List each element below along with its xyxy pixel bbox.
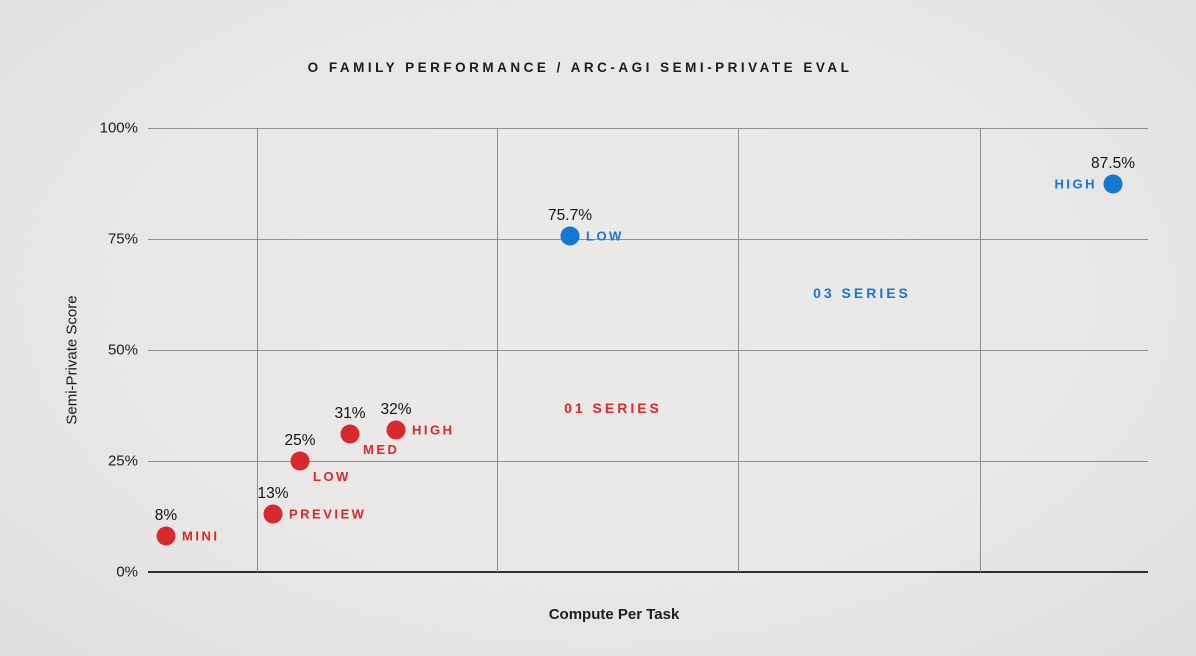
series-label-03-series: 03 SERIES xyxy=(813,285,911,302)
point-label-high: HIGH xyxy=(412,422,455,438)
data-point-1-preview xyxy=(263,504,283,524)
x-axis-title: Compute Per Task xyxy=(548,606,680,623)
x-gridline-3 xyxy=(738,128,739,572)
y-gridline-75 xyxy=(148,239,1148,240)
value-label-low: 75.7% xyxy=(548,206,592,224)
y-gridline-100 xyxy=(148,128,1148,129)
x-axis-line xyxy=(148,571,1148,573)
data-point-1-low xyxy=(290,451,310,471)
value-label-med: 31% xyxy=(334,405,366,423)
y-tick-label-75: 75% xyxy=(107,230,138,248)
plot-area: 01 SERIES 8% MINI 13% PREVIEW 25% LOW 31% MED 32%… xyxy=(148,128,1148,573)
chart-title: O FAMILY PERFORMANCE / ARC-AGI SEMI-PRIV… xyxy=(307,60,853,75)
point-label-high: HIGH xyxy=(1054,176,1097,191)
data-point-3-high xyxy=(1103,174,1123,193)
point-label-low: LOW xyxy=(586,228,624,244)
y-axis-title: Semi-Private Score xyxy=(63,295,81,425)
value-label-high: 32% xyxy=(380,400,412,418)
y-tick-label-100: 100% xyxy=(99,119,138,137)
data-point-3-low xyxy=(560,226,580,246)
value-label-high: 87.5% xyxy=(1091,154,1135,172)
data-point-1-high xyxy=(386,420,406,440)
data-point-1-mini xyxy=(156,526,176,546)
x-gridline-2 xyxy=(497,128,498,572)
y-gridline-25 xyxy=(148,461,1148,462)
value-label-preview: 13% xyxy=(257,485,289,503)
point-label-mini: MINI xyxy=(182,528,220,544)
value-label-mini: 8% xyxy=(154,507,178,525)
y-gridline-50 xyxy=(148,350,1148,351)
series-label-01-series: 01 SERIES xyxy=(564,399,662,416)
x-gridline-1 xyxy=(257,128,258,572)
point-label-med: MED xyxy=(363,442,400,458)
x-gridline-4 xyxy=(980,128,981,572)
point-label-low: LOW xyxy=(313,469,351,484)
point-label-preview: PREVIEW xyxy=(289,506,367,522)
value-label-low: 25% xyxy=(284,432,316,449)
data-point-1-med xyxy=(340,424,360,444)
y-tick-label-50: 50% xyxy=(107,341,138,359)
y-tick-label-25: 25% xyxy=(107,452,138,470)
y-tick-label-0: 0% xyxy=(116,563,138,581)
